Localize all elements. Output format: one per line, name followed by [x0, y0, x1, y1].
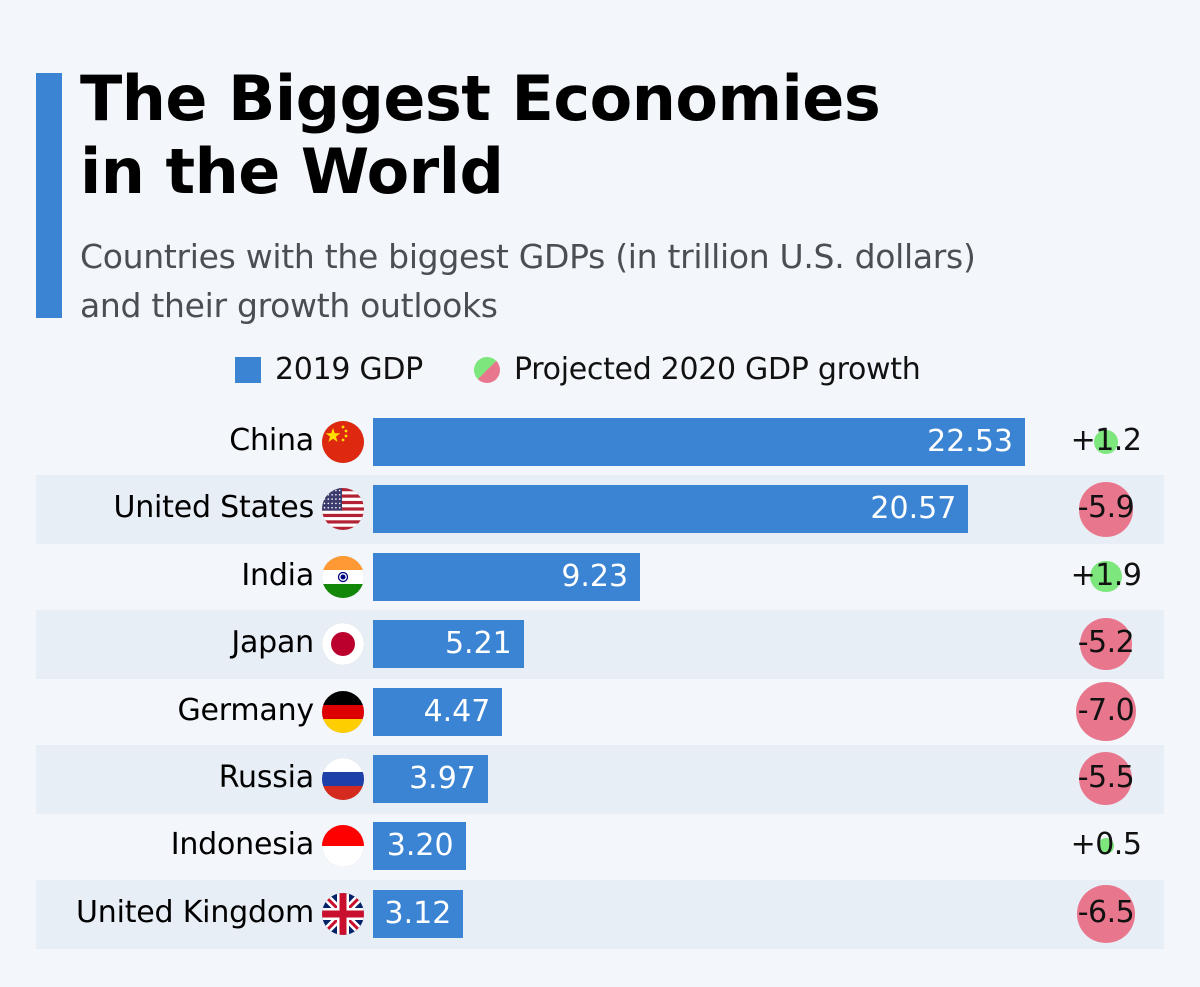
- gdp-bar: 4.47: [373, 687, 503, 736]
- gdp-bar: 3.12: [373, 889, 464, 938]
- gdp-value-label: 3.12: [384, 895, 452, 931]
- title-line-2: in the World: [80, 135, 504, 208]
- gdp-value-label: 3.97: [409, 761, 476, 796]
- growth-value-label: +0.5: [1070, 827, 1142, 863]
- legend-item-growth: Projected 2020 GDP growth: [474, 352, 921, 387]
- gdp-value-label: 4.47: [423, 693, 491, 729]
- country-label: Russia: [218, 760, 314, 795]
- country-label: China: [229, 423, 314, 458]
- gdp-value-label: 22.53: [927, 424, 1014, 459]
- legend-label-gdp: 2019 GDP: [275, 352, 423, 387]
- gdp-value-label: 5.21: [444, 626, 512, 662]
- growth-bubble: [1093, 429, 1119, 455]
- growth-value-label: +1.9: [1070, 557, 1142, 593]
- germany-flag-icon: [322, 690, 364, 733]
- growth-bubble: [1090, 561, 1122, 593]
- growth-bubble: [1080, 618, 1132, 670]
- growth-value-label: -5.9: [1077, 490, 1135, 526]
- growth-bubble: [1098, 838, 1114, 855]
- china-flag-icon: [322, 421, 364, 463]
- gdp-value-label: 3.20: [386, 828, 454, 864]
- gdp-bar: 9.23: [373, 552, 641, 601]
- usa-flag-icon: [322, 488, 364, 531]
- growth-bubble: [1078, 481, 1134, 537]
- country-label: Indonesia: [170, 827, 314, 863]
- country-label: United Kingdom: [76, 894, 314, 930]
- legend: 2019 GDP Projected 2020 GDP growth: [0, 352, 1200, 392]
- growth-value-label: -5.5: [1077, 760, 1135, 795]
- growth-bubble: [1077, 884, 1135, 943]
- indonesia-flag-icon: [322, 825, 364, 868]
- subtitle-line-2: and their growth outlooks: [80, 286, 498, 325]
- country-label: India: [241, 557, 314, 593]
- gdp-bar: 22.53: [373, 418, 1026, 466]
- row-stripe: [36, 745, 1164, 814]
- japan-flag-icon: [322, 623, 364, 666]
- russia-flag-icon: [322, 758, 364, 800]
- gdp-bar: 3.97: [373, 755, 488, 803]
- chart-subtitle: Countries with the biggest GDPs (in tril…: [80, 232, 1180, 330]
- subtitle-line-1: Countries with the biggest GDPs (in tril…: [80, 237, 976, 276]
- india-flag-icon: [322, 555, 364, 598]
- growth-value-label: -7.0: [1077, 692, 1135, 728]
- growth-bubble: [1079, 752, 1133, 806]
- chart-title: The Biggest Economies in the World: [80, 62, 1080, 208]
- gdp-value-label: 20.57: [870, 491, 957, 527]
- growth-bubble: [1076, 681, 1136, 742]
- title-accent-bar: [36, 73, 62, 318]
- country-label: Germany: [177, 692, 315, 728]
- uk-flag-icon: [322, 892, 364, 935]
- growth-value-label: -5.2: [1077, 625, 1135, 661]
- legend-item-gdp: 2019 GDP: [235, 352, 423, 387]
- country-label: Japan: [231, 625, 314, 661]
- row-stripe: [36, 610, 1164, 680]
- growth-value-label: +1.2: [1070, 423, 1142, 458]
- gdp-bar: 5.21: [373, 620, 524, 669]
- title-line-1: The Biggest Economies: [80, 62, 881, 135]
- gdp-bar: 3.20: [373, 822, 466, 871]
- legend-square-icon: [235, 356, 261, 383]
- country-label: United States: [113, 490, 314, 526]
- gdp-value-label: 9.23: [561, 558, 629, 594]
- row-stripe: [36, 879, 1164, 949]
- legend-circle-icon: [474, 356, 500, 383]
- legend-label-growth: Projected 2020 GDP growth: [514, 352, 921, 387]
- growth-value-label: -6.5: [1077, 894, 1135, 930]
- gdp-bar: 20.57: [373, 485, 969, 534]
